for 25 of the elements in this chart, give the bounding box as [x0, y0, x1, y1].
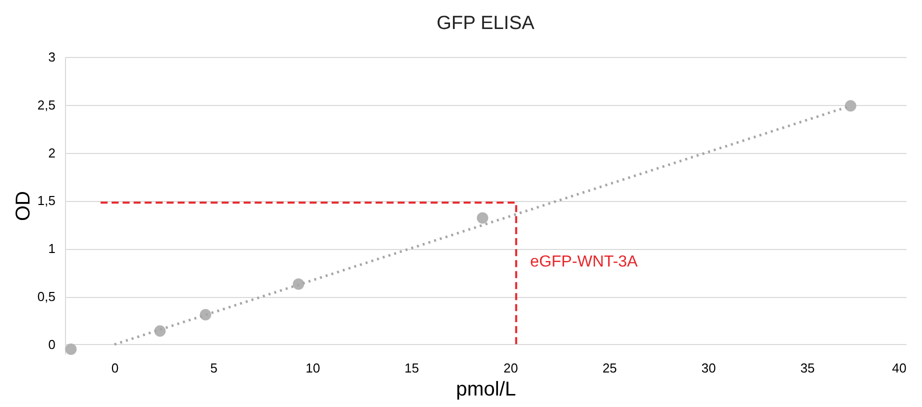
x-tick-label: 10: [306, 360, 320, 376]
point: [292, 278, 304, 290]
y-tick-label: 3: [48, 50, 56, 64]
annotation: eGFP-WNT-3A: [530, 254, 638, 271]
x-axis-title: pmol/L: [456, 378, 516, 400]
x-tick-label: 35: [800, 360, 815, 376]
y-tick-label: 0,5: [37, 289, 56, 304]
point: [844, 100, 856, 112]
x-tick-label: 25: [602, 360, 617, 376]
x-tick-label: 30: [701, 360, 716, 376]
y-tick-label: 1,5: [37, 193, 56, 208]
x-tick-label: 5: [210, 360, 218, 376]
x-tick-label: 20: [504, 360, 518, 376]
y-axis-title: OD: [12, 191, 34, 221]
chart-title: GFP ELISA: [436, 13, 535, 34]
point: [200, 309, 212, 320]
y-tick-label: 1: [48, 241, 56, 256]
y-tick-label: 2: [48, 145, 56, 160]
x-tick-label: 15: [404, 360, 420, 376]
x-tick-label: 40: [892, 360, 906, 376]
y-tick-label: 2,5: [37, 97, 56, 112]
point: [65, 344, 77, 355]
y-tick-label: 0: [48, 336, 56, 352]
point: [476, 212, 488, 224]
x-tick-label: 0: [111, 360, 119, 376]
